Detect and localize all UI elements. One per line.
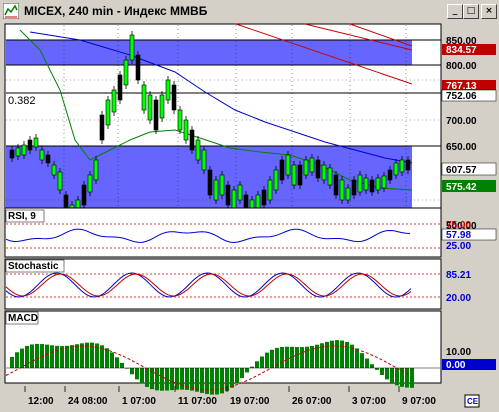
badge-767-text: 767.13: [446, 81, 477, 92]
axis-label-700: 700.00: [446, 116, 477, 127]
badge-575-text: 575.42: [446, 182, 477, 193]
badge-767: [442, 80, 496, 91]
time-label-4: 19 07:00: [230, 396, 270, 407]
axis-label-800: 800.00: [446, 61, 477, 72]
rsi-axis-value: 57.98: [446, 230, 471, 241]
price-axis: 850.00 834.57 800.00 767.13 752.06 700.0…: [441, 36, 497, 232]
time-label-2: 1 07:00: [122, 396, 156, 407]
macd-axis-0: 0.00: [446, 360, 466, 371]
time-label-1: 24 08:00: [68, 396, 108, 407]
time-label-7: 9 07:00: [402, 396, 436, 407]
title-bar[interactable]: MICEX, 240 min - Индекс ММВБ _ □ ×: [0, 0, 499, 23]
axis-label-850: 850.00: [446, 36, 477, 47]
time-axis: 12:00 24 08:00 1 07:00 11 07:00 19 07:00 26 0…: [24, 386, 436, 407]
time-label-0: 12:00: [28, 396, 54, 407]
axis-label-650: 650.00: [446, 142, 477, 153]
badge-575: [442, 180, 496, 192]
moving-average-blue: [29, 31, 413, 164]
chart-window-icon: [3, 3, 19, 19]
badge-834-text: 834.57: [446, 45, 477, 56]
trend-line-2[interactable]: [304, 23, 413, 51]
rsi-panel-body[interactable]: [5, 209, 441, 257]
macd-axis-10: 10.00: [446, 347, 471, 358]
stoch-axis-20: 20.00: [446, 293, 471, 304]
chart-area[interactable]: 0.382 850.00 834.57 800.00 767.13 752.06…: [0, 22, 499, 412]
chart-scroll-icon[interactable]: [464, 394, 480, 408]
badge-607-text: 607.57: [446, 165, 477, 176]
minimize-button[interactable]: _: [447, 4, 463, 19]
rsi-value-badge: [441, 228, 497, 241]
rsi-axis-75: 75.00: [446, 220, 471, 231]
rsi-axis-25: 25.00: [446, 241, 471, 252]
time-label-5: 26 07:00: [292, 396, 332, 407]
stoch-axis-value: 85.21: [446, 270, 471, 281]
badge-607: [441, 162, 497, 176]
upper-band-zone: [6, 40, 412, 65]
trend-line-3[interactable]: [349, 23, 413, 47]
close-button[interactable]: ×: [481, 4, 497, 19]
price-candles: [9, 31, 411, 229]
window-title: MICEX, 240 min - Индекс ММВБ: [24, 4, 208, 18]
badge-752-text: 752.06: [446, 91, 477, 102]
price-panel[interactable]: 0.382: [4, 23, 442, 231]
stochastic-label: Stochastic: [8, 261, 59, 272]
axis-label-500: 500.00: [446, 221, 477, 232]
svg-text:CE: CE: [467, 397, 479, 406]
badge-752: [441, 89, 497, 102]
macd-label: MACD: [8, 313, 38, 324]
badge-834: [442, 44, 496, 55]
time-label-6: 3 07:00: [352, 396, 386, 407]
time-label-3: 11 07:00: [178, 396, 217, 407]
rsi-panel[interactable]: [4, 207, 442, 258]
macd-zero-badge: [442, 359, 496, 370]
rsi-label: RSI, 9: [8, 211, 36, 222]
fib-label: 0.382: [8, 95, 36, 107]
trend-line-1[interactable]: [235, 23, 413, 85]
maximize-button[interactable]: □: [463, 4, 479, 19]
